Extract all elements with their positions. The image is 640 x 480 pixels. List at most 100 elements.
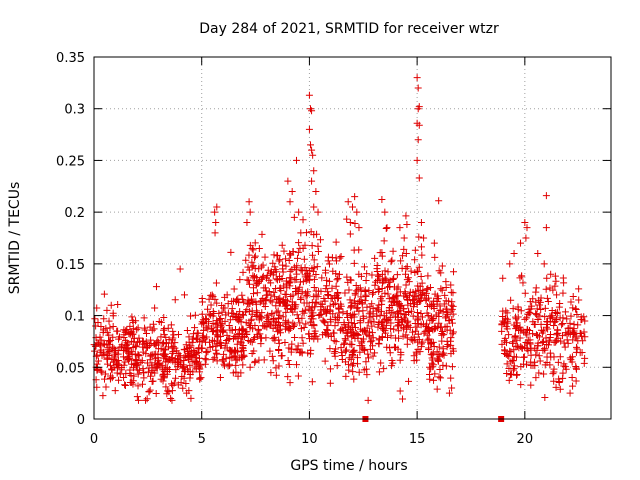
data-point (397, 310, 405, 318)
data-point (298, 348, 306, 356)
data-point (418, 290, 426, 298)
data-point (373, 267, 381, 275)
data-point (244, 337, 252, 345)
data-point (426, 301, 434, 309)
data-point (285, 361, 293, 369)
data-point (168, 354, 176, 362)
data-point (237, 338, 245, 346)
y-tick-label: 0.1 (64, 310, 85, 325)
data-point (179, 384, 187, 392)
data-point (433, 348, 441, 356)
data-point (430, 376, 438, 384)
data-point (521, 218, 529, 226)
data-point (348, 341, 356, 349)
data-point (365, 287, 373, 295)
data-point (186, 367, 194, 375)
data-point (139, 365, 147, 373)
data-point (540, 370, 548, 378)
data-point (137, 358, 145, 366)
data-point (554, 334, 562, 342)
data-point (340, 339, 348, 347)
data-point (310, 284, 318, 292)
data-point (295, 208, 303, 216)
data-point (149, 377, 157, 385)
data-point (164, 324, 172, 332)
data-point (297, 294, 305, 302)
data-point (303, 273, 311, 281)
data-point (350, 346, 358, 354)
data-point (130, 364, 138, 372)
data-point (322, 285, 330, 293)
data-point (243, 306, 251, 314)
data-point (371, 281, 379, 289)
data-point (544, 298, 552, 305)
data-point (553, 308, 561, 316)
data-point (448, 363, 456, 371)
data-point (96, 333, 104, 341)
data-point (545, 341, 553, 349)
data-point (319, 331, 327, 339)
data-point (246, 208, 254, 216)
data-point (415, 121, 423, 129)
data-point (168, 380, 176, 388)
data-point (105, 317, 113, 325)
data-point (104, 354, 112, 362)
data-point (312, 187, 320, 195)
data-point (397, 351, 405, 359)
data-point (400, 245, 408, 253)
data-point (333, 362, 341, 370)
data-point (284, 318, 292, 326)
data-point (403, 221, 411, 229)
data-point (251, 273, 259, 281)
data-point (189, 338, 197, 346)
data-point (325, 260, 333, 268)
data-point (514, 305, 522, 313)
data-point (378, 270, 386, 278)
data-point (279, 313, 287, 321)
data-point (256, 298, 264, 306)
data-point (247, 315, 255, 323)
data-point (433, 297, 441, 305)
data-point (121, 358, 129, 366)
data-point (416, 286, 424, 294)
data-point (394, 322, 402, 330)
data-point (386, 349, 394, 357)
data-point (334, 274, 342, 282)
data-point (100, 351, 108, 359)
data-point (532, 374, 540, 382)
data-point (446, 326, 454, 334)
data-point (387, 309, 395, 317)
data-point (354, 360, 362, 368)
data-point (349, 348, 357, 356)
data-point (360, 346, 368, 354)
data-point (424, 324, 432, 332)
data-point (502, 339, 510, 347)
data-point (383, 224, 391, 232)
data-point (348, 333, 356, 341)
data-point (147, 339, 155, 347)
data-point (542, 285, 550, 293)
data-point (357, 325, 365, 333)
data-point (560, 339, 568, 347)
data-point (228, 305, 236, 313)
data-point (296, 319, 304, 327)
data-point (433, 385, 441, 393)
data-point (415, 263, 423, 271)
data-point (102, 370, 110, 378)
data-point (378, 333, 386, 341)
data-point (266, 321, 274, 329)
data-point (535, 333, 543, 341)
data-point (411, 246, 419, 254)
data-point (343, 310, 351, 318)
data-point (288, 298, 296, 306)
data-point (242, 256, 250, 264)
data-point (556, 314, 564, 322)
data-point (534, 250, 542, 258)
data-point (369, 334, 377, 342)
data-point (340, 340, 348, 348)
data-point (339, 308, 347, 316)
data-point (415, 174, 423, 182)
data-point (559, 289, 567, 297)
data-point (163, 364, 171, 372)
data-point (109, 322, 117, 330)
